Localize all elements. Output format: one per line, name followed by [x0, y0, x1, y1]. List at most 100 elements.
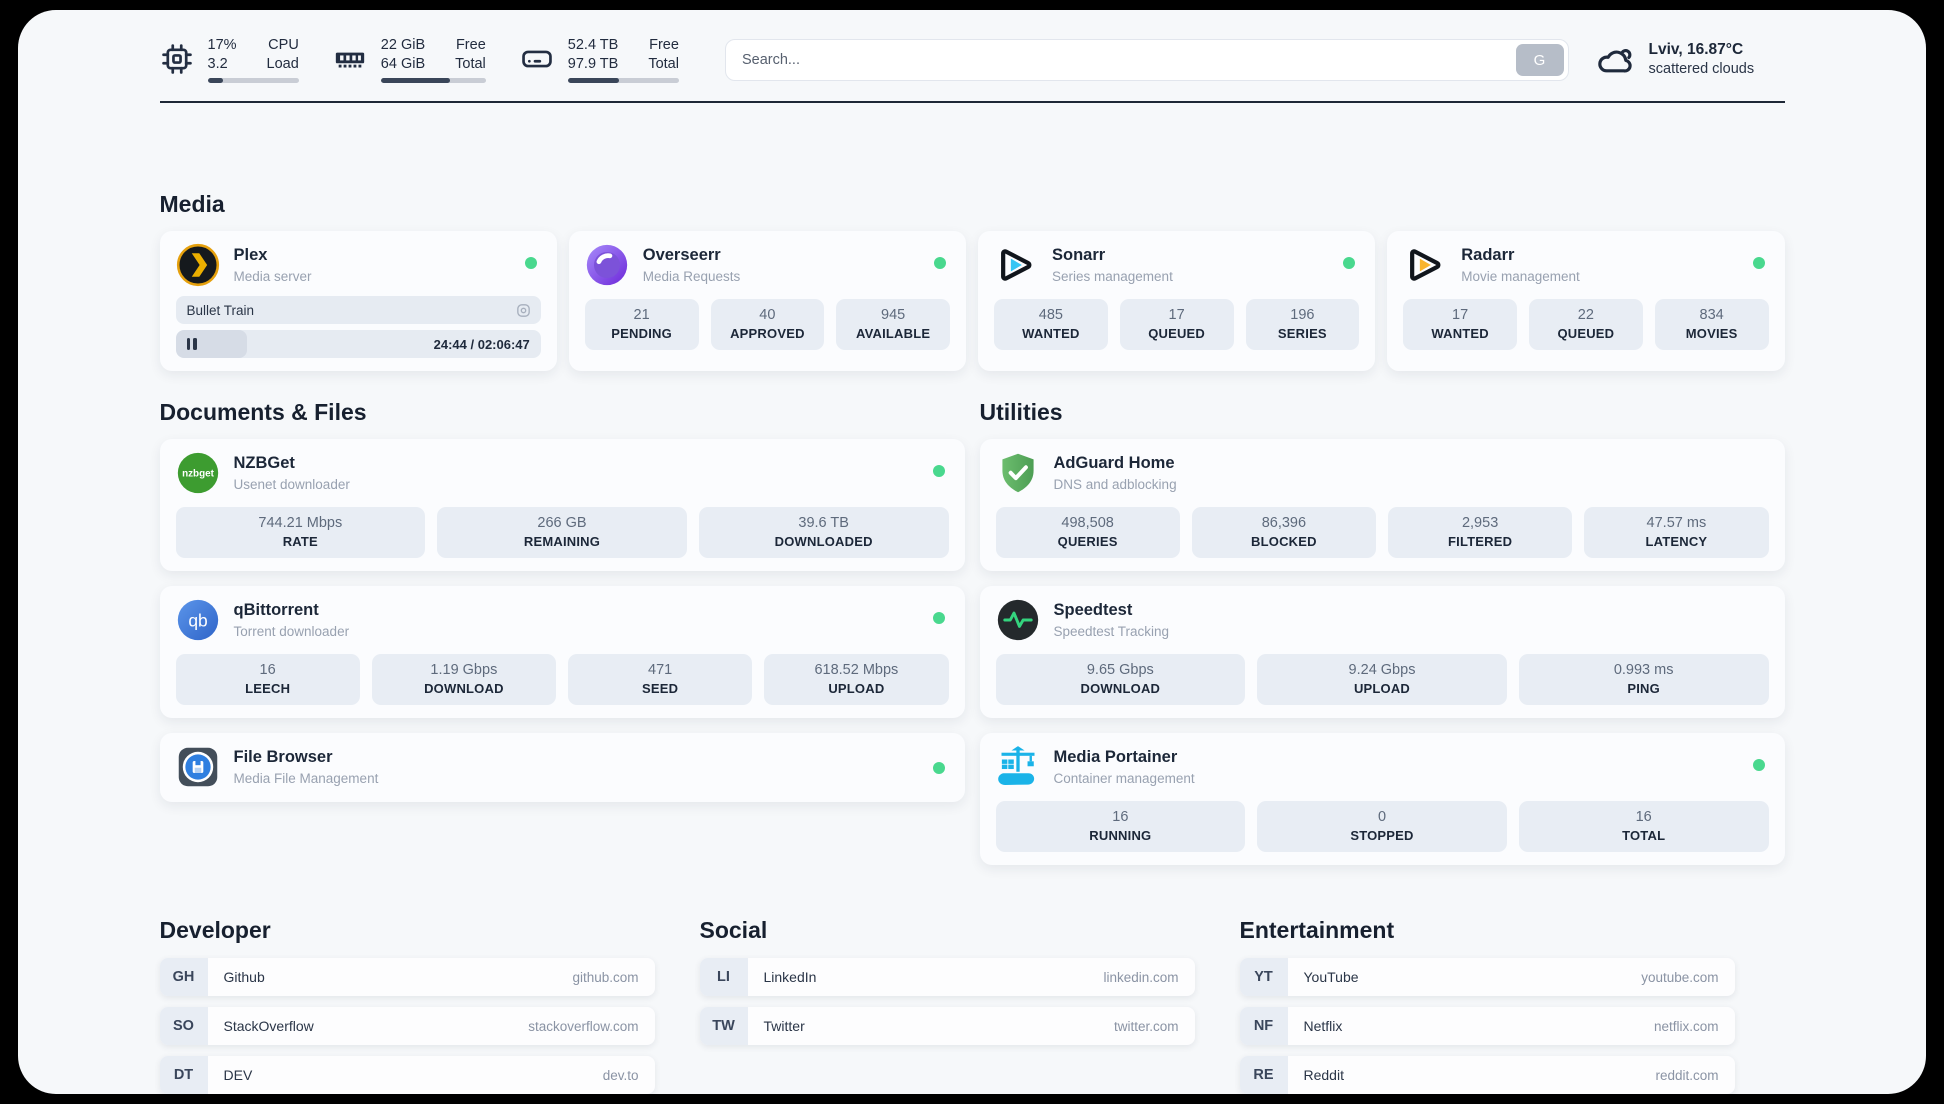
app-card-sonarr[interactable]: Sonarr Series management 485 WANTED 17 Q… — [978, 231, 1376, 371]
bookmark-dev[interactable]: DT DEV dev.to — [159, 1056, 655, 1094]
disk-progress-track — [567, 78, 679, 83]
app-card-portainer[interactable]: Media Portainer Container management 16 … — [979, 733, 1785, 865]
app-card-overseerr[interactable]: Overseerr Media Requests 21 PENDING 40 A… — [568, 231, 966, 371]
app-card-filebrowser[interactable]: File Browser Media File Management — [159, 733, 965, 802]
bookmark-abbr: RE — [1239, 1056, 1288, 1094]
bookmark-reddit[interactable]: RE Reddit reddit.com — [1239, 1056, 1735, 1094]
stat-running: 16 RUNNING — [995, 801, 1246, 852]
sonarr-meta: Sonarr Series management — [1052, 245, 1173, 286]
bookmark-name: Reddit — [1303, 1067, 1344, 1083]
stat-label: QUEUED — [1557, 326, 1615, 341]
search-engine-button[interactable]: G — [1515, 43, 1564, 76]
memory-label-1: Free — [455, 37, 486, 53]
stat-label: QUERIES — [1057, 534, 1118, 549]
cpu-progress-track — [207, 78, 299, 83]
stat-value: 9.65 Gbps — [1086, 662, 1154, 678]
bookmark-group-title: Social — [699, 917, 768, 943]
stat-queued: 22 QUEUED — [1529, 299, 1643, 350]
now-playing-title: Bullet Train — [186, 302, 255, 318]
sonarr-icon — [994, 243, 1038, 287]
stat-value: 266 GB — [537, 515, 587, 531]
portainer-stats: 16 RUNNING 0 STOPPED 16 TOTAL — [995, 801, 1769, 852]
stat-value: 1.19 Gbps — [430, 662, 498, 678]
weather-widget: Lviv, 16.87°C scattered clouds — [1595, 40, 1785, 80]
stat-stopped: 0 STOPPED — [1257, 801, 1507, 852]
svg-text:qb: qb — [188, 611, 207, 631]
app-description: Container management — [1053, 770, 1195, 786]
stat-value: 744.21 Mbps — [258, 515, 343, 531]
nzbget-status-dot — [932, 465, 945, 477]
app-card-nzbget[interactable]: nzbget NZBGet Usenet downloader 744.21 M… — [159, 439, 965, 571]
stat-pending: 21 PENDING — [584, 299, 699, 350]
cpu-progress-fill — [207, 78, 224, 83]
section-media: Media Plex Media serv — [159, 189, 1785, 371]
cloud-icon — [1595, 40, 1635, 80]
app-card-plex[interactable]: Plex Media server Bullet Train — [159, 231, 557, 371]
now-playing-title-row: Bullet Train — [175, 296, 541, 324]
stat-wanted: 485 WANTED — [994, 299, 1108, 350]
bookmark-name: LinkedIn — [763, 969, 817, 985]
stat-label: TOTAL — [1622, 828, 1666, 843]
stat-value: 21 — [633, 307, 650, 323]
bookmark-github[interactable]: GH Github github.com — [159, 958, 655, 996]
app-description: DNS and adblocking — [1053, 476, 1177, 492]
stat-value: 39.6 TB — [798, 515, 849, 531]
bookmark-twitter[interactable]: TW Twitter twitter.com — [699, 1007, 1195, 1045]
stat-series: 196 SERIES — [1245, 299, 1360, 350]
memory-progress-fill — [380, 78, 451, 83]
qbittorrent-stats: 16 LEECH 1.19 Gbps DOWNLOAD 471 SEED — [175, 654, 949, 705]
app-name: Media Portainer — [1053, 747, 1178, 766]
portainer-card-header: Media Portainer Container management — [996, 745, 1769, 789]
disk-total-value: 97.9 TB — [567, 56, 619, 72]
filebrowser-meta: File Browser Media File Management — [234, 747, 379, 788]
stat-available: 945 AVAILABLE — [836, 299, 950, 350]
section-utilities: Utilities — [979, 397, 1785, 865]
plex-icon — [176, 243, 220, 287]
app-card-speedtest[interactable]: Speedtest Speedtest Tracking 9.65 Gbps D… — [979, 586, 1785, 718]
app-card-radarr[interactable]: Radarr Movie management 17 WANTED 22 QUE… — [1387, 231, 1785, 371]
bookmark-stackoverflow[interactable]: SO StackOverflow stackoverflow.com — [159, 1007, 655, 1045]
stat-value: 22 — [1577, 307, 1594, 323]
app-name: Overseerr — [642, 245, 721, 264]
app-name: File Browser — [233, 747, 333, 766]
memory-label-2: Total — [455, 56, 486, 72]
stat-rate: 744.21 Mbps RATE — [175, 507, 426, 558]
stat-label: WANTED — [1022, 326, 1080, 341]
portainer-icon — [996, 745, 1040, 789]
app-description: Series management — [1052, 268, 1173, 284]
session-icon[interactable] — [515, 302, 532, 319]
filebrowser-icon — [176, 745, 220, 789]
cpu-icon — [160, 42, 194, 76]
bookmark-abbr: TW — [699, 1007, 748, 1045]
bookmark-url: linkedin.com — [1103, 969, 1179, 985]
stat-label: UPLOAD — [1353, 681, 1411, 696]
bookmark-youtube[interactable]: YT YouTube youtube.com — [1239, 958, 1735, 996]
bookmark-abbr: YT — [1239, 958, 1288, 996]
cpu-widget-values: 17% CPU 3.2 Load — [208, 36, 299, 74]
stat-label: STOPPED — [1350, 828, 1414, 843]
adguard-stats: 498,508 QUERIES 86,396 BLOCKED 2,953 FIL… — [995, 507, 1769, 558]
pause-button[interactable] — [186, 338, 197, 350]
bookmark-netflix[interactable]: NF Netflix netflix.com — [1239, 1007, 1735, 1045]
search-input[interactable] — [724, 38, 1569, 81]
bookmark-linkedin[interactable]: LI LinkedIn linkedin.com — [699, 958, 1195, 996]
stat-value: 16 — [259, 662, 276, 678]
app-name: AdGuard Home — [1053, 453, 1175, 472]
bookmark-group-social: Social LI LinkedIn linkedin.com TW Twitt… — [699, 915, 1195, 1094]
bookmark-group-developer: Developer GH Github github.com SO StackO… — [159, 915, 655, 1094]
plex-meta: Plex Media server — [234, 245, 312, 286]
stat-value: 0 — [1377, 809, 1387, 825]
app-name: Radarr — [1461, 245, 1515, 264]
stat-value: 47.57 ms — [1646, 515, 1707, 531]
app-card-qbittorrent[interactable]: qb qBittorrent Torrent downloader 16 — [159, 586, 965, 718]
section-documents: Documents & Files nzbget — [159, 397, 965, 802]
app-description: Speedtest Tracking — [1053, 623, 1170, 639]
app-card-adguard[interactable]: AdGuard Home DNS and adblocking 498,508 … — [979, 439, 1785, 571]
memory-widget-values: 22 GiB Free 64 GiB Total — [381, 36, 486, 74]
stat-download: 9.65 Gbps DOWNLOAD — [995, 654, 1246, 705]
bookmark-url: github.com — [572, 969, 639, 985]
stat-approved: 40 APPROVED — [710, 299, 825, 350]
stat-upload: 618.52 Mbps UPLOAD — [764, 654, 949, 705]
memory-progress-track — [380, 78, 486, 83]
portainer-meta: Media Portainer Container management — [1054, 747, 1195, 788]
